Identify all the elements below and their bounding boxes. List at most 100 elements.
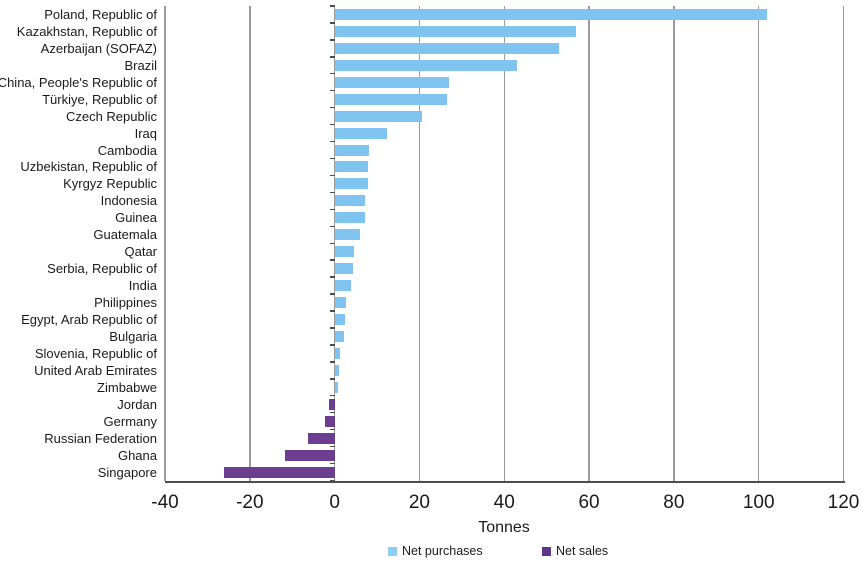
gridline-100: [757, 6, 760, 481]
bar-qatar: [334, 246, 354, 258]
category-label-kazakhstan-republic-of: Kazakhstan, Republic of: [16, 23, 157, 39]
y-axis-tick: [329, 22, 335, 24]
y-axis-tick: [329, 395, 335, 397]
category-label-uzbekistan-republic-of: Uzbekistan, Republic of: [20, 159, 157, 175]
category-label-azerbaijan-sofaz: Azerbaijan (SOFAZ): [40, 40, 157, 56]
bar-cambodia: [334, 144, 369, 156]
bar-t-rkiye-republic-of: [334, 93, 447, 105]
category-label-jordan: Jordan: [117, 396, 157, 412]
bar-philippines: [334, 297, 347, 309]
gridline-20: [418, 6, 421, 481]
x-tick-label-80: 80: [663, 492, 685, 513]
x-tick-label-0: 0: [329, 492, 340, 513]
legend-swatch-net-sales: [542, 546, 551, 556]
legend-swatch-net-purchases: [388, 546, 397, 556]
bar-poland-republic-of: [334, 8, 768, 20]
category-label-singapore: Singapore: [97, 464, 157, 480]
x-tick-label-120: 120: [827, 492, 860, 513]
x-tick-label--40: -40: [151, 492, 179, 513]
legend-label-net-purchases: Net purchases: [402, 544, 483, 558]
bar-czech-republic: [334, 110, 422, 122]
bar-ghana: [285, 449, 335, 461]
legend-item-net-purchases: Net purchases: [388, 544, 483, 558]
bar-uzbekistan-republic-of: [334, 161, 369, 173]
category-label-t-rkiye-republic-of: Türkiye, Republic of: [42, 91, 157, 107]
category-label-china-people-s-republic-of: China, People's Republic of: [0, 74, 157, 90]
bar-kazakhstan-republic-of: [334, 25, 577, 37]
category-label-poland-republic-of: Poland, Republic of: [44, 6, 157, 22]
category-label-guinea: Guinea: [115, 210, 157, 226]
bar-egypt-arab-republic-of: [334, 314, 345, 325]
bar-slovenia-republic-of: [334, 347, 340, 359]
category-label-slovenia-republic-of: Slovenia, Republic of: [34, 345, 157, 361]
y-axis-tick: [329, 106, 335, 109]
gridline-60: [588, 6, 590, 481]
y-axis-tick: [329, 56, 335, 58]
gridline-40: [503, 6, 505, 481]
y-axis-tick: [329, 225, 335, 227]
bar-brazil: [334, 59, 517, 71]
category-label-russian-federation: Russian Federation: [44, 430, 157, 446]
gridline-120: [842, 6, 845, 481]
category-label-bulgaria: Bulgaria: [109, 328, 157, 344]
bar-china-people-s-republic-of: [334, 76, 450, 88]
y-axis-tick: [329, 208, 335, 211]
bar-germany: [325, 415, 335, 427]
y-axis-tick: [329, 412, 335, 414]
x-axis-line: [165, 480, 845, 483]
y-axis-tick: [329, 445, 335, 448]
category-label-brazil: Brazil: [124, 57, 157, 73]
y-axis-tick: [329, 378, 335, 380]
y-axis-tick: [329, 310, 335, 312]
y-axis-tick: [329, 191, 335, 194]
category-label-cambodia: Cambodia: [97, 142, 157, 158]
gridline--20: [249, 6, 251, 481]
y-axis-tick: [329, 428, 335, 431]
y-axis-tick: [329, 90, 335, 92]
bar-kyrgyz-republic: [334, 178, 369, 190]
y-axis-tick: [329, 462, 335, 465]
category-label-guatemala: Guatemala: [93, 227, 157, 243]
category-label-egypt-arab-republic-of: Egypt, Arab Republic of: [21, 312, 157, 327]
bar-indonesia: [334, 195, 365, 207]
category-label-ghana: Ghana: [117, 447, 157, 463]
x-tick-label-40: 40: [493, 492, 515, 513]
gridline-80: [673, 6, 675, 481]
bar-india: [334, 280, 351, 292]
bar-iraq: [334, 127, 387, 139]
y-axis-tick: [329, 174, 335, 177]
y-axis-tick: [329, 157, 335, 160]
x-tick-label-60: 60: [578, 492, 600, 513]
y-axis-tick: [329, 123, 335, 126]
category-label-czech-republic: Czech Republic: [65, 108, 157, 124]
bar-serbia-republic-of: [334, 263, 353, 275]
bar-guatemala: [334, 229, 361, 241]
y-axis-tick: [329, 361, 335, 363]
category-label-zimbabwe: Zimbabwe: [97, 379, 157, 395]
y-axis-tick: [329, 276, 335, 278]
category-label-qatar: Qatar: [124, 244, 157, 260]
gridline--40: [164, 6, 166, 481]
category-label-kyrgyz-republic: Kyrgyz Republic: [63, 176, 157, 192]
category-label-united-arab-emirates: United Arab Emirates: [34, 362, 157, 378]
y-axis-tick: [329, 293, 335, 295]
y-axis-tick: [329, 73, 335, 75]
y-axis-tick: [329, 242, 335, 244]
legend-item-net-sales: Net sales: [542, 544, 608, 558]
y-axis-tick: [329, 479, 335, 482]
category-label-germany: Germany: [103, 413, 157, 429]
bar-azerbaijan-sofaz: [334, 42, 560, 54]
bar-jordan: [328, 398, 335, 410]
bar-zimbabwe: [334, 381, 339, 393]
y-axis-tick: [329, 259, 335, 261]
y-axis-tick: [329, 327, 335, 329]
x-axis-title: Tonnes: [478, 519, 530, 536]
bar-guinea: [334, 212, 365, 224]
category-label-philippines: Philippines: [94, 295, 157, 311]
legend-label-net-sales: Net sales: [556, 544, 609, 558]
y-axis-tick: [329, 140, 335, 143]
category-label-india: India: [128, 278, 157, 294]
category-label-indonesia: Indonesia: [100, 193, 157, 209]
x-tick-label-100: 100: [742, 492, 775, 513]
